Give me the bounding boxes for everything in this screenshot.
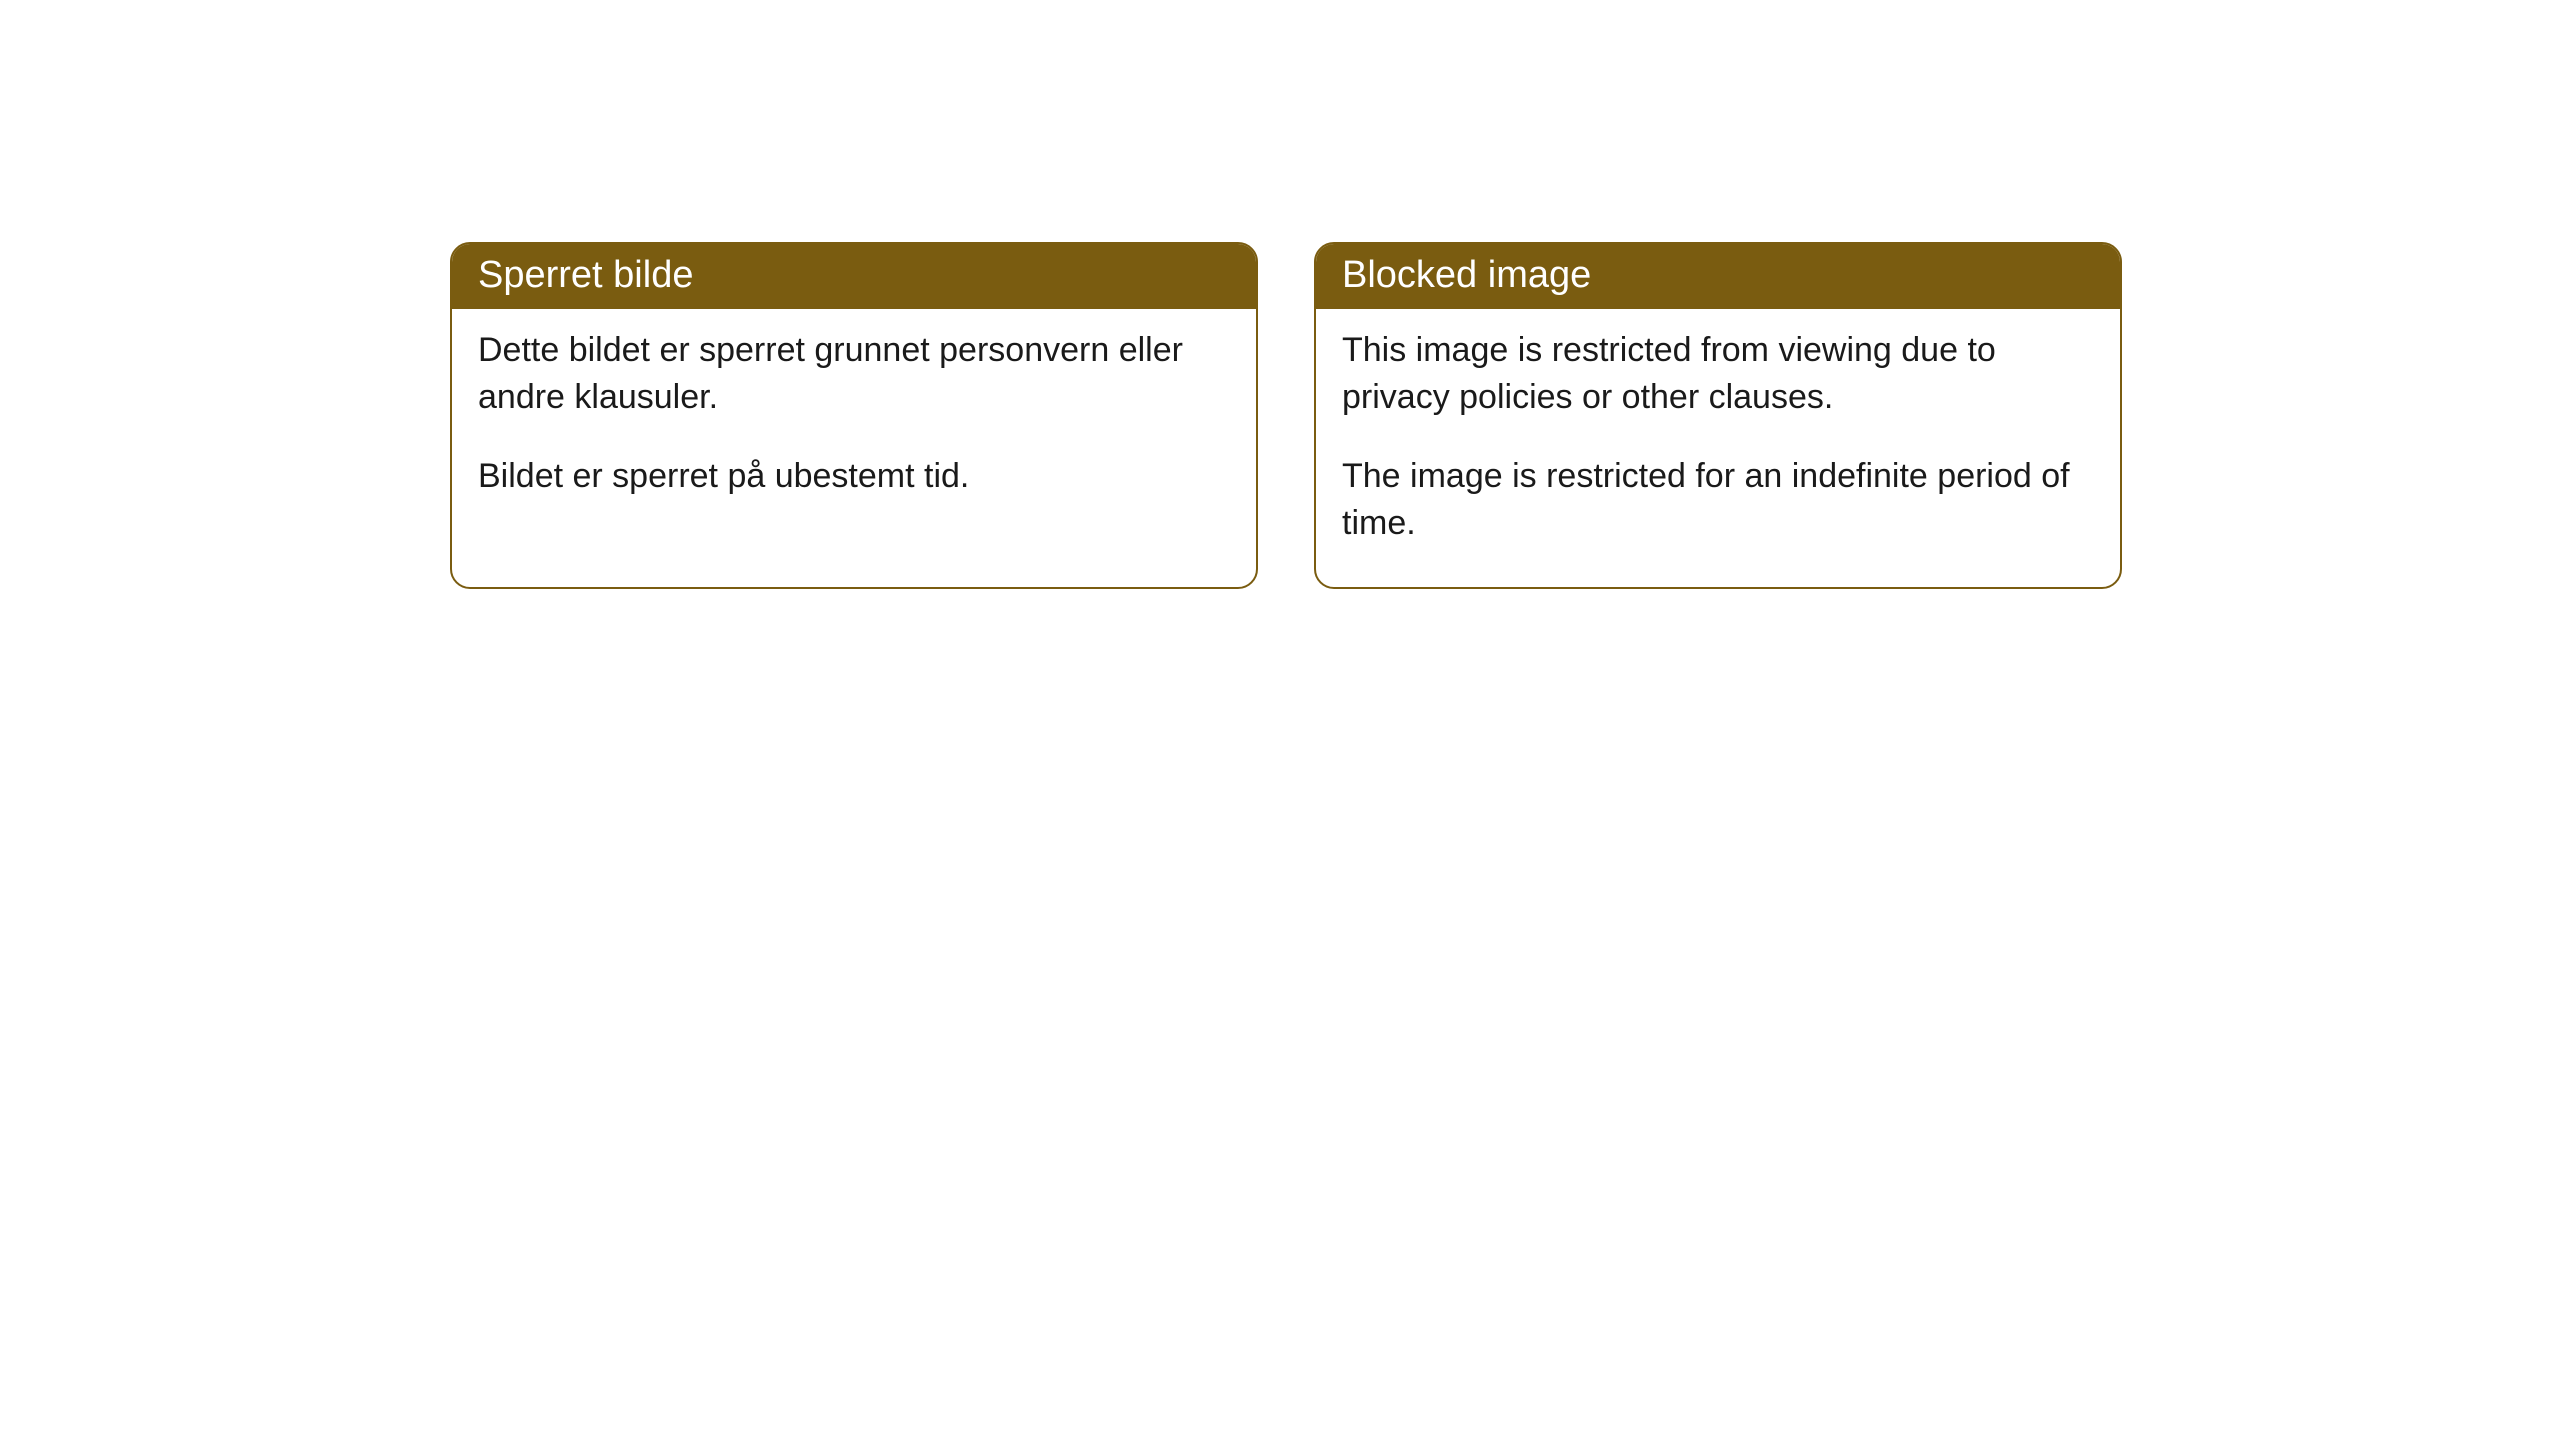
card-title: Sperret bilde — [478, 254, 693, 296]
card-title: Blocked image — [1342, 254, 1591, 296]
card-paragraph: Dette bildet er sperret grunnet personve… — [478, 327, 1230, 421]
card-body: Dette bildet er sperret grunnet personve… — [452, 309, 1256, 540]
card-header: Sperret bilde — [452, 244, 1256, 309]
blocked-image-card-norwegian: Sperret bilde Dette bildet er sperret gr… — [450, 242, 1258, 589]
card-paragraph: Bildet er sperret på ubestemt tid. — [478, 453, 1230, 500]
card-paragraph: This image is restricted from viewing du… — [1342, 327, 2094, 421]
card-body: This image is restricted from viewing du… — [1316, 309, 2120, 587]
card-paragraph: The image is restricted for an indefinit… — [1342, 453, 2094, 547]
card-header: Blocked image — [1316, 244, 2120, 309]
blocked-image-card-english: Blocked image This image is restricted f… — [1314, 242, 2122, 589]
notice-cards-container: Sperret bilde Dette bildet er sperret gr… — [0, 0, 2560, 589]
